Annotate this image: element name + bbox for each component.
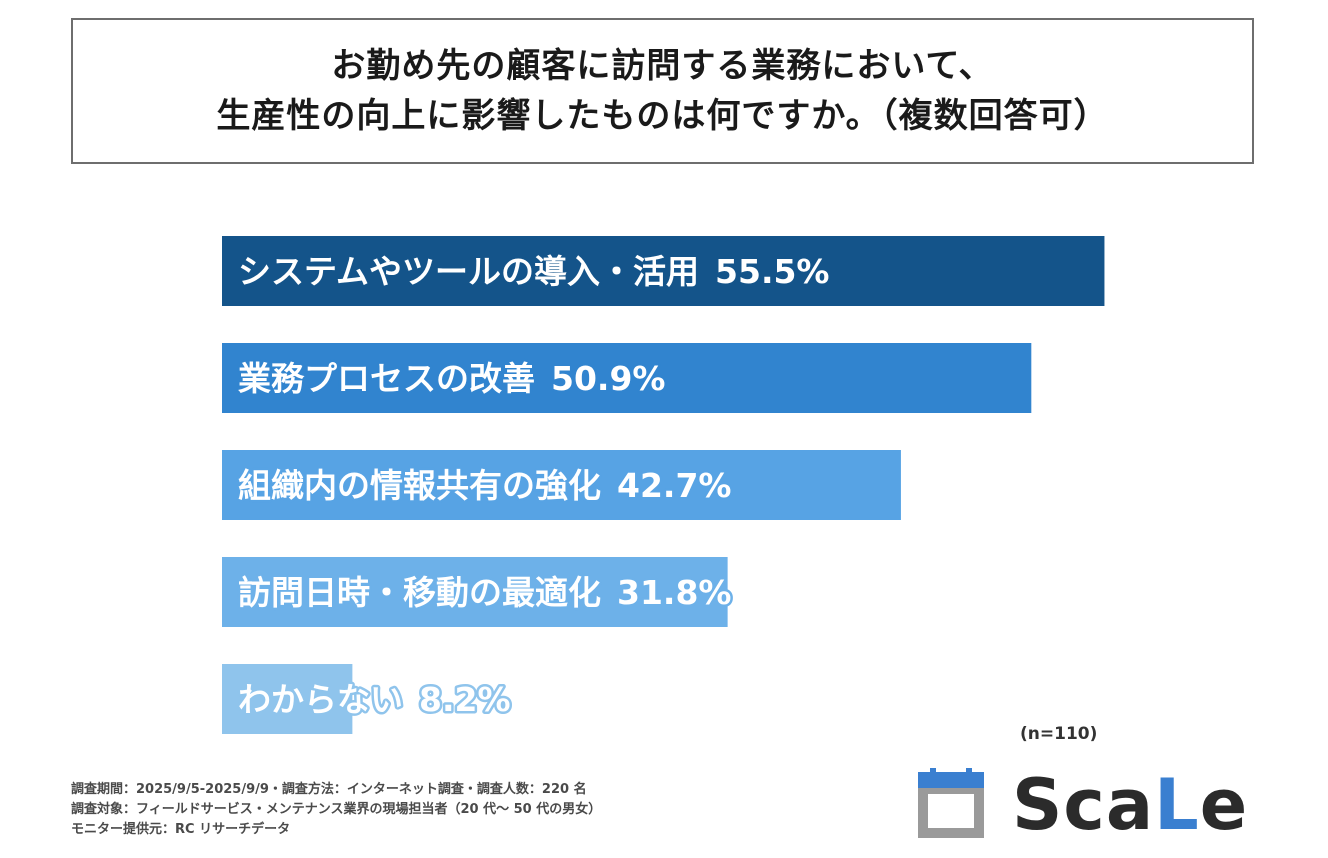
category-label-2: 業務プロセスの改善 <box>238 359 535 398</box>
bar-4 <box>222 557 728 627</box>
question-line-1: お勤め先の顧客に訪問する業務において、 <box>331 46 994 86</box>
bar-label-5: わからない 8.2% <box>238 680 511 719</box>
category-label-5: わからない <box>238 680 403 719</box>
survey-note-provider: モニター提供元：RC リサーチデータ <box>71 822 291 837</box>
bar-label-2: 業務プロセスの改善 50.9% <box>238 359 666 398</box>
logo-text-tail: e <box>1199 764 1249 846</box>
bar-3 <box>222 450 901 520</box>
question-title-box: お勤め先の顧客に訪問する業務において、 生産性の向上に影響したものは何ですか。（… <box>71 18 1254 164</box>
bar-label-3: 組織内の情報共有の強化 42.7% <box>238 466 732 505</box>
survey-note-period: 調査期間：2025/9/5-2025/9/9・調査方法：インターネット調査・調査… <box>71 782 587 797</box>
bar-label-4: 訪問日時・移動の最適化 31.8% <box>238 573 732 612</box>
survey-note-target: 調査対象：フィールドサービス・メンテナンス業界の現場担当者（20 代〜 50 代… <box>71 802 602 817</box>
value-label-3: 42.7% <box>617 466 732 505</box>
bar-label-1: システムやツールの導入・活用 55.5% <box>238 252 830 291</box>
value-label-5: 8.2% <box>419 680 511 719</box>
question-line-2: 生産性の向上に影響したものは何ですか。（複数回答可） <box>216 96 1109 136</box>
logo-wordmark: ScaLe <box>1012 764 1248 846</box>
sample-size: (n=110) <box>1020 724 1098 744</box>
category-label-3: 組織内の情報共有の強化 <box>238 466 601 505</box>
scale-logo: ScaLe <box>916 764 1256 846</box>
bar-5 <box>222 664 353 734</box>
bar-2 <box>222 343 1032 413</box>
logo-text-main: Sca <box>1012 764 1155 846</box>
category-label-1: システムやツールの導入・活用 <box>238 252 699 291</box>
value-label-2: 50.9% <box>551 359 666 398</box>
value-label-1: 55.5% <box>715 252 830 291</box>
category-label-4: 訪問日時・移動の最適化 <box>238 573 601 612</box>
calendar-icon <box>918 768 984 838</box>
survey-notes: 調査期間：2025/9/5-2025/9/9・調査方法：インターネット調査・調査… <box>71 780 601 840</box>
value-label-4: 31.8% <box>617 573 732 612</box>
bar-1 <box>222 236 1105 306</box>
logo-text-accent: L <box>1154 764 1200 846</box>
